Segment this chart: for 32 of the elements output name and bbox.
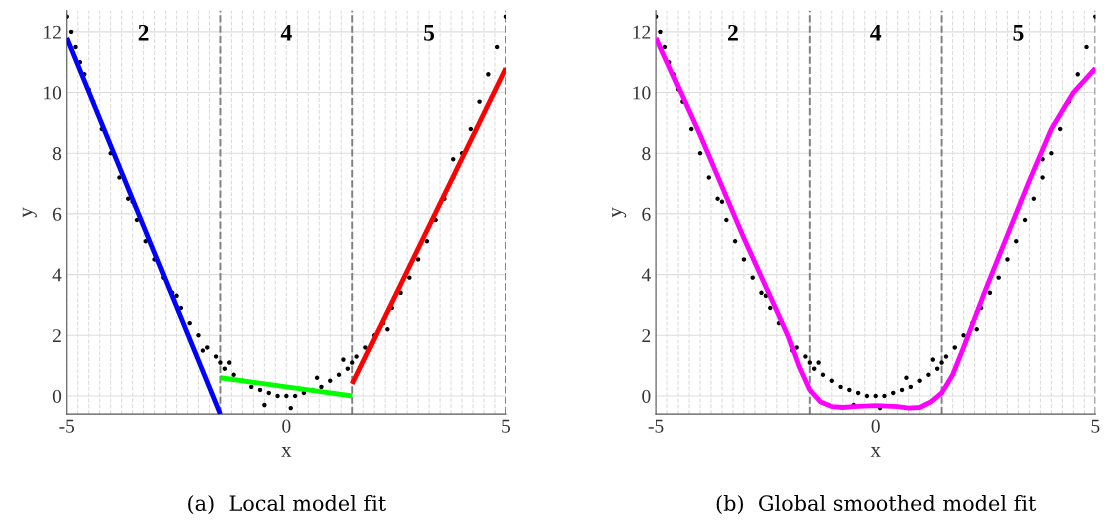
y-tick-label: 0: [52, 389, 62, 403]
y-axis-title: y: [612, 207, 627, 218]
text: (b) Global smoothed model fit: [716, 494, 1037, 514]
y-tick-label: 6: [52, 207, 62, 221]
x-tick-label: 0: [871, 419, 880, 433]
x-tick-label: 0: [282, 419, 291, 433]
y-tick-label: 2: [642, 329, 651, 343]
x-axis-title: x: [281, 447, 292, 457]
y-tick-label: 12: [633, 25, 651, 39]
y-tick-label: 2: [52, 329, 61, 343]
x-tick-label: -5: [59, 419, 75, 433]
y-tick-label: 12: [44, 25, 61, 39]
y-tick-label: 4: [52, 268, 62, 282]
text: (a) Local model fit: [188, 494, 387, 514]
y-tick-label: 4: [641, 268, 651, 282]
annotation: 2: [728, 24, 738, 41]
annotation: 4: [870, 24, 882, 41]
y-tick-label: 8: [642, 147, 651, 161]
y-axis-title: y: [22, 207, 37, 218]
y-tick-label: 10: [44, 86, 62, 100]
annotation: 2: [138, 24, 149, 41]
y-tick-label: 0: [642, 389, 651, 403]
annotation: 5: [1013, 25, 1024, 41]
y-tick-label: 6: [642, 207, 651, 221]
annotation: 5: [424, 25, 435, 41]
x-axis-title: x: [870, 447, 881, 457]
x-tick-label: 5: [502, 419, 511, 433]
x-tick-label: -5: [648, 419, 664, 433]
x-tick-label: 5: [1091, 419, 1100, 433]
y-tick-label: 10: [633, 86, 651, 100]
y-tick-label: 8: [52, 147, 62, 161]
annotation: 4: [280, 24, 292, 41]
